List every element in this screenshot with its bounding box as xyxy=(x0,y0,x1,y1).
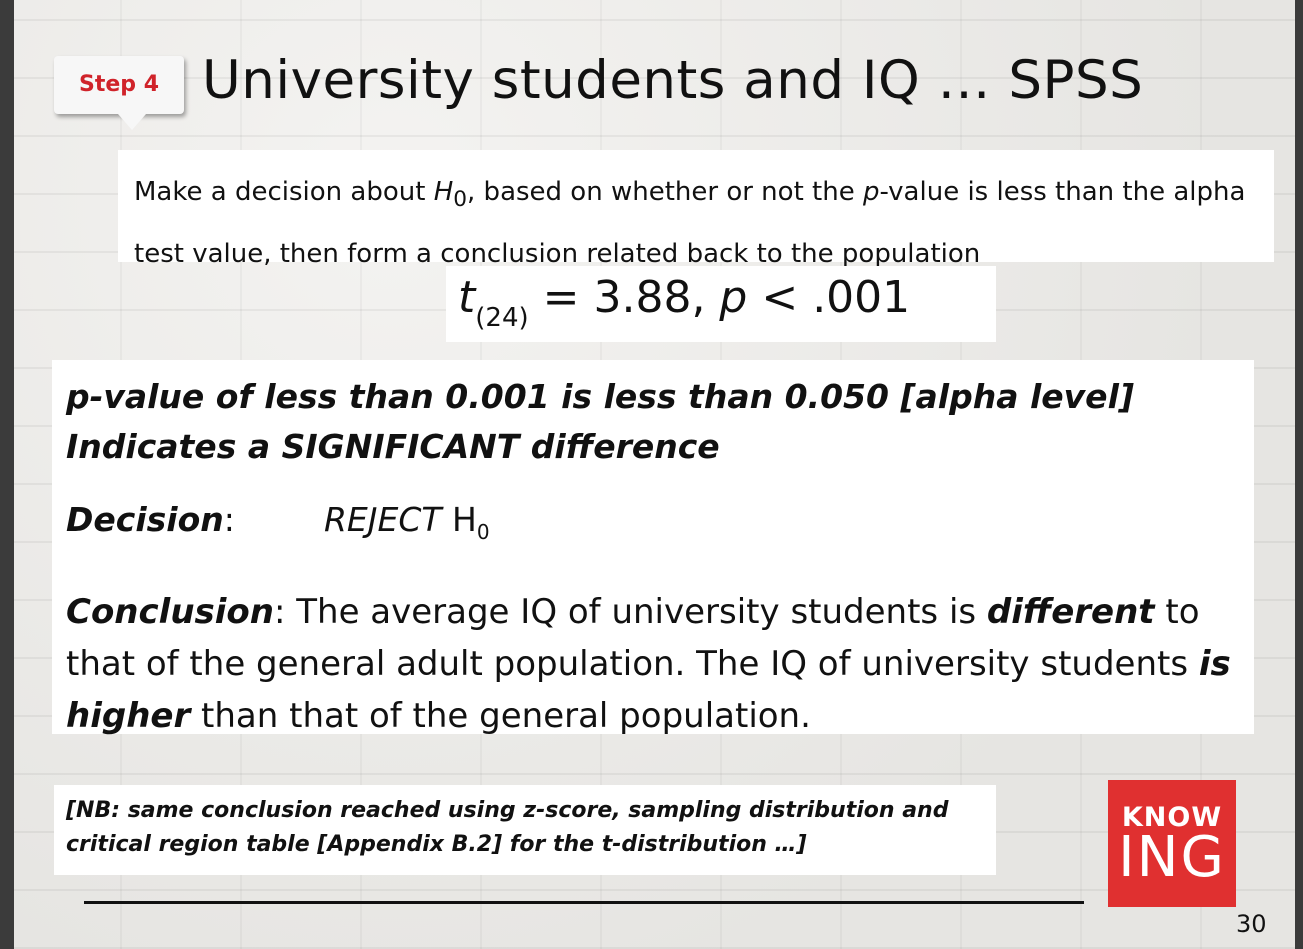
decision-label: Decision xyxy=(66,500,224,539)
conclusion-paragraph: Conclusion: The average IQ of university… xyxy=(66,586,1246,742)
decision-h-subscript: 0 xyxy=(476,520,490,544)
logo-line-know: KNOW xyxy=(1121,802,1223,833)
intro-part1: Make a decision about xyxy=(134,177,434,207)
slide-right-edge xyxy=(1295,0,1303,949)
p-value-statement: p-value of less than 0.001 is less than … xyxy=(66,377,1134,466)
intro-h-symbol: H xyxy=(433,177,454,207)
intro-box xyxy=(118,150,1274,262)
knowing-logo: KNOW ING xyxy=(1108,780,1236,907)
intro-h-subscript: 0 xyxy=(453,187,468,213)
stat-box xyxy=(446,266,996,342)
decision-line: Decision: REJECT H0 xyxy=(66,500,490,544)
slide-left-edge xyxy=(0,0,14,949)
t-value: = 3.88, xyxy=(528,272,720,323)
p-value: < .001 xyxy=(747,272,911,323)
degrees-of-freedom: (24) xyxy=(475,303,529,333)
intro-p-symbol: p xyxy=(862,177,880,207)
t-symbol: t xyxy=(458,272,476,323)
decision-reject: REJECT xyxy=(324,500,442,539)
t-statistic: t(24) = 3.88, p < .001 xyxy=(458,272,910,333)
main-box xyxy=(52,360,1254,734)
conclusion-part1: : The average IQ of university students … xyxy=(273,592,987,632)
step-badge: Step 4 xyxy=(54,56,184,130)
conclusion-emph-different: different xyxy=(986,592,1155,632)
decision-colon: : xyxy=(223,500,235,539)
intro-part3: -value is less than the alpha test value… xyxy=(134,177,1246,270)
intro-text: Make a decision about H0, based on wheth… xyxy=(134,165,1264,282)
p-symbol: p xyxy=(719,272,748,323)
conclusion-emph-higher: is higher xyxy=(66,644,1231,736)
intro-part2: , based on whether or not the xyxy=(467,177,863,207)
nb-box xyxy=(54,785,996,875)
conclusion-part3: than that of the general population. xyxy=(190,696,811,736)
conclusion-label: Conclusion xyxy=(66,592,274,632)
slide-title: University students and IQ … SPSS xyxy=(202,50,1144,111)
nb-note: [NB: same conclusion reached using z-sco… xyxy=(66,798,949,857)
page-number: 30 xyxy=(1236,910,1267,938)
decision-h-symbol: H xyxy=(441,500,477,539)
logo-line-ing: ING xyxy=(1118,825,1226,890)
conclusion-part2: to that of the general adult population.… xyxy=(66,592,1200,684)
decision-value: REJECT H0 xyxy=(324,500,490,544)
step-badge-label: Step 4 xyxy=(79,72,159,97)
footer-rule xyxy=(84,901,1084,904)
